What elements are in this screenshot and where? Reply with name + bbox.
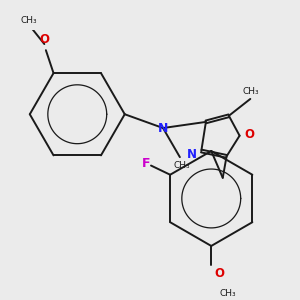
Text: CH₃: CH₃ <box>173 161 190 170</box>
Text: F: F <box>141 157 150 170</box>
Text: CH₃: CH₃ <box>220 289 236 298</box>
Text: N: N <box>187 148 197 160</box>
Text: O: O <box>39 33 49 46</box>
Text: O: O <box>244 128 254 141</box>
Text: CH₃: CH₃ <box>21 16 37 25</box>
Text: N: N <box>158 122 168 134</box>
Text: O: O <box>214 267 224 280</box>
Text: CH₃: CH₃ <box>243 87 260 96</box>
